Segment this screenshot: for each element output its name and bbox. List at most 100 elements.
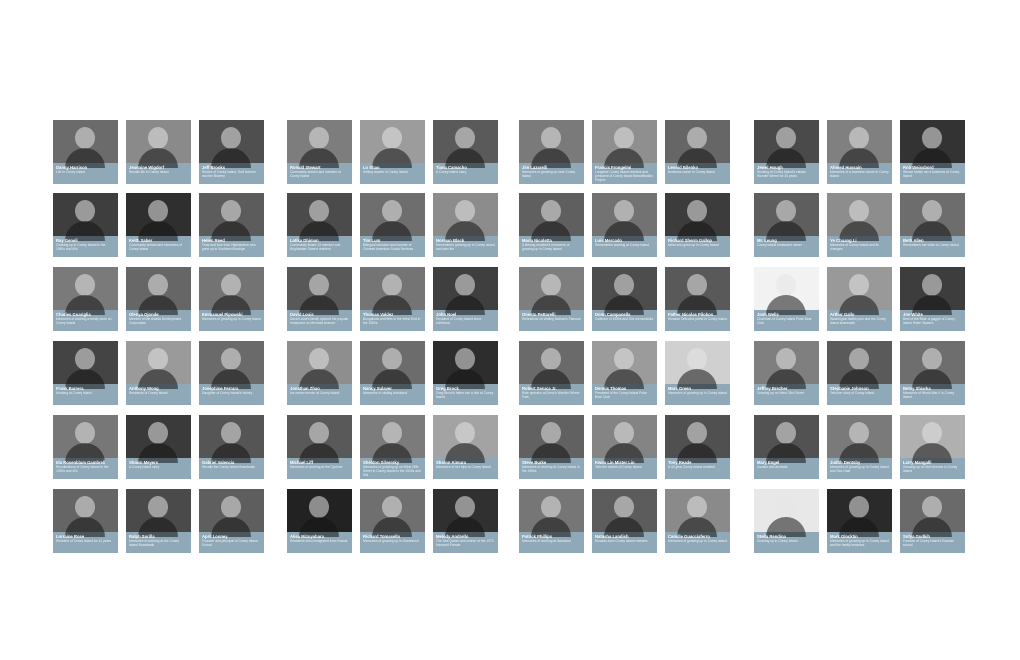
portrait-card[interactable]: Michael Liff Memories of working at the C… [287,415,352,479]
person-description: Bungalows and fires in the West End in t… [363,317,421,325]
portrait-card[interactable]: Latika Dhiman Community Board 13 member a… [287,193,352,257]
person-name: Ronald Stewart [290,165,321,170]
portrait-card[interactable]: Alisa Mizuyabara Residents who immigrated… [287,489,352,553]
portrait-card[interactable]: Beth Allen Remembers her visits to Coney … [900,193,965,257]
portrait-card[interactable]: Arthur Gallo Washington Baths pool and th… [827,267,892,331]
portrait-card[interactable]: Onesto Pettorelli Reflections on visiting… [519,267,584,331]
person-name: April Looney [202,534,228,539]
portrait-card[interactable]: Camille Guacciaferro Memories of growing … [665,489,730,553]
portrait-card[interactable]: Dennis Thomas President of the Coney Isla… [592,341,657,405]
portrait-card[interactable]: Larry Mangalli Growing up on Surf Avenue … [900,415,965,479]
portrait-card[interactable]: Mary Engel Curator and archivist [754,415,819,479]
portrait-card[interactable]: Charles Guariglia Memories of working a f… [53,267,118,331]
portrait-card[interactable]: Jewel Hough Working at Coney Island's cla… [754,120,819,184]
portrait-card[interactable]: Josephine Ferrara Daughter of Coney Islan… [199,341,264,405]
portrait-card[interactable]: Sheldon Silversky Memories of growing up … [360,415,425,479]
portrait-card[interactable]: Donn Campanella Collector of 1950s and 60… [592,267,657,331]
portrait-card[interactable]: Patrick Phillips Memories of working at A… [519,489,584,553]
person-description: Memories of her trips to Coney Island [436,465,491,469]
portrait-card[interactable]: Mark Glocktin Memories of growing up in C… [827,489,892,553]
portrait-card[interactable]: Tim Lum Bilingual educator and founder of… [360,193,425,257]
portrait-card[interactable]: Emmanuel Pipowski Memories of growing up … [199,267,264,331]
portrait-card[interactable]: Keith Saber Community activist and memori… [126,193,191,257]
person-name: Norman Black [436,238,465,243]
portrait-card[interactable]: Jeannine Wigdorf Recalls life in Coney Is… [126,120,191,184]
portrait-card[interactable]: Mr. Leung Coney Island restaurant owner [754,193,819,257]
card-caption: Richard Sherm Gallop Artist who grew up i… [665,236,730,257]
card-caption: Betsy Shiarka Memories of World War II in… [900,384,965,405]
portrait-card[interactable]: Tiana Camacho A Coney Island story [433,120,498,184]
person-description: Longtime Coney Island resident and presi… [595,170,654,182]
person-description: Best of the Best: a gaggle of Coney Isla… [903,317,955,325]
portrait-card[interactable]: Kwan Lin Mister Lin Tells the stories of … [592,415,657,479]
portrait-card[interactable]: Francis Frongelmi Longtime Coney Island r… [592,120,657,184]
card-caption: Jeffrey Brezher Growing up on West 33rd S… [754,384,819,405]
portrait-card[interactable]: Thomas Valdez Bungalows and fires in the … [360,267,425,331]
portrait-card[interactable]: Ray Geneli Growing up in Coney Island in … [53,193,118,257]
portrait-card[interactable]: Father Nicolas Pilobos Russian Orthodox p… [665,267,730,331]
portrait-card[interactable]: Maria Nicoletta A lifelong resident's mem… [519,193,584,257]
portrait-card[interactable]: Joe White Best of the Best: a gaggle of C… [900,267,965,331]
card-caption: Nancy Sulaver Memories of visiting Astrol… [360,384,425,405]
person-name: Onesto Pettorelli [522,312,556,317]
portrait-card[interactable]: Luis Mercado Remembers working at Coney I… [592,193,657,257]
portrait-card[interactable]: Tony Reade A 40-year Coney Island residen… [665,415,730,479]
portrait-card[interactable]: Norman Black Remembers growing up in Cone… [433,193,498,257]
portrait-card[interactable]: Ida Rosenblum Gambrell Recollections of C… [53,415,118,479]
person-description: The Sea Queen and winner of the 1972 Mer… [436,539,494,547]
person-description: Working at Coney Island [56,391,92,395]
person-description: Memories of Coney Island and its changes [830,243,879,251]
portrait-card[interactable]: Jeffrey Brezher Growing up on West 33rd S… [754,341,819,405]
portrait-card[interactable]: Marc Green Memories of growing up in Cone… [665,341,730,405]
portrait-card[interactable]: Frank Barrera Working at Coney Island [53,341,118,405]
portrait-card[interactable]: Helen Reed Trust and love from Highlander… [199,193,264,257]
portrait-card[interactable]: Sharon Kimura Memories of her trips to Co… [433,415,498,479]
portrait-card[interactable]: Lorraine Rose Resident of Coney Island fo… [53,489,118,553]
person-description: Russian Orthodox priest in Coney Island [668,317,727,321]
portrait-card[interactable]: Ye Chuang Li Memories of Coney Island and… [827,193,892,257]
portrait-photo [360,489,425,537]
person-description: A Coney Island story [436,170,467,174]
portrait-card[interactable]: Stephanie Johnson Tells her story of Cone… [827,341,892,405]
portrait-card[interactable]: Jonathan Zhao Ice cream vendor at Coney I… [287,341,352,405]
portrait-card[interactable]: April Looney Founder and principal of Con… [199,489,264,553]
card-caption: Anthony Wong Residents of Coney Island [126,384,191,405]
portrait-card[interactable]: Ralph Sorilla Memories of working at the … [126,489,191,553]
portrait-card[interactable]: Olenya Ojonde Member of the Astella Devel… [126,267,191,331]
person-description: Remembers working at Coney Island [595,243,650,247]
portrait-photo [519,415,584,463]
portrait-card[interactable]: Natasha Landish Russian-born Coney Island… [592,489,657,553]
portrait-card[interactable]: Betsy Shiarka Memories of World War II in… [900,341,965,405]
portrait-card[interactable]: Ahmed Hussain Memories of a business owne… [827,120,892,184]
portrait-card[interactable]: Steve Burke Memories of working at Coney … [519,415,584,479]
portrait-photo [592,193,657,241]
portrait-photo [827,415,892,463]
portrait-card[interactable]: Jeff Brooks Stories of Coney Island, Surf… [199,120,264,184]
card-caption: Stella Rendina Growing up in Coney Island [754,532,819,553]
portrait-card[interactable]: Shawn Meyers A Coney Island story [126,415,191,479]
portrait-card[interactable]: Leonid Bilenko Business owner in Coney Is… [665,120,730,184]
portrait-card[interactable]: Nancy Sulaver Memories of visiting Astrol… [360,341,425,405]
portrait-card[interactable]: Greg Brock Greg Brock's father ran a ride… [433,341,498,405]
portrait-card[interactable]: Sofya Gudkih Founder of Coney Island's Ru… [900,489,965,553]
portrait-photo [433,341,498,389]
card-caption: Richard Tomasello Memories of growing up … [360,532,425,553]
card-caption: Tony Reade A 40-year Coney Island residen… [665,458,730,479]
portrait-card[interactable]: Anthony Wong Residents of Coney Island [126,341,191,405]
portrait-card[interactable]: Melody Andrello The Sea Queen and winner … [433,489,498,553]
portrait-card[interactable]: Robert Seruca Jr. Ride operator at Deno's… [519,341,584,405]
portrait-card[interactable]: Ronald Stewart Community activist and mem… [287,120,352,184]
card-caption: Donn Campanella Collector of 1950s and 60… [592,310,657,331]
portrait-card[interactable]: Rob Weissbord Whose family ran a business… [900,120,965,184]
portrait-card[interactable]: Danny Harrison Life in Coney Island [53,120,118,184]
portrait-card[interactable]: David Louis David Louis's family opened t… [287,267,352,331]
portrait-card[interactable]: Lo Shao Selling sweets in Coney Island [360,120,425,184]
portrait-card[interactable]: Stella Rendina Growing up in Coney Island [754,489,819,553]
portrait-card[interactable]: Gabriel Valencia Recalls the Coney Island… [199,415,264,479]
portrait-card[interactable]: Richard Tomasello Memories of growing up … [360,489,425,553]
portrait-card[interactable]: Josh Wells Chairman of Coney Island Polar… [754,267,819,331]
portrait-card[interactable]: John Noel Resident of Coney Island since … [433,267,498,331]
portrait-card[interactable]: Richard Sherm Gallop Artist who grew up i… [665,193,730,257]
portrait-card[interactable]: Jim Lazarelli Memories of growing up near… [519,120,584,184]
portrait-card[interactable]: Judith Dentsby Memories of growing up in … [827,415,892,479]
